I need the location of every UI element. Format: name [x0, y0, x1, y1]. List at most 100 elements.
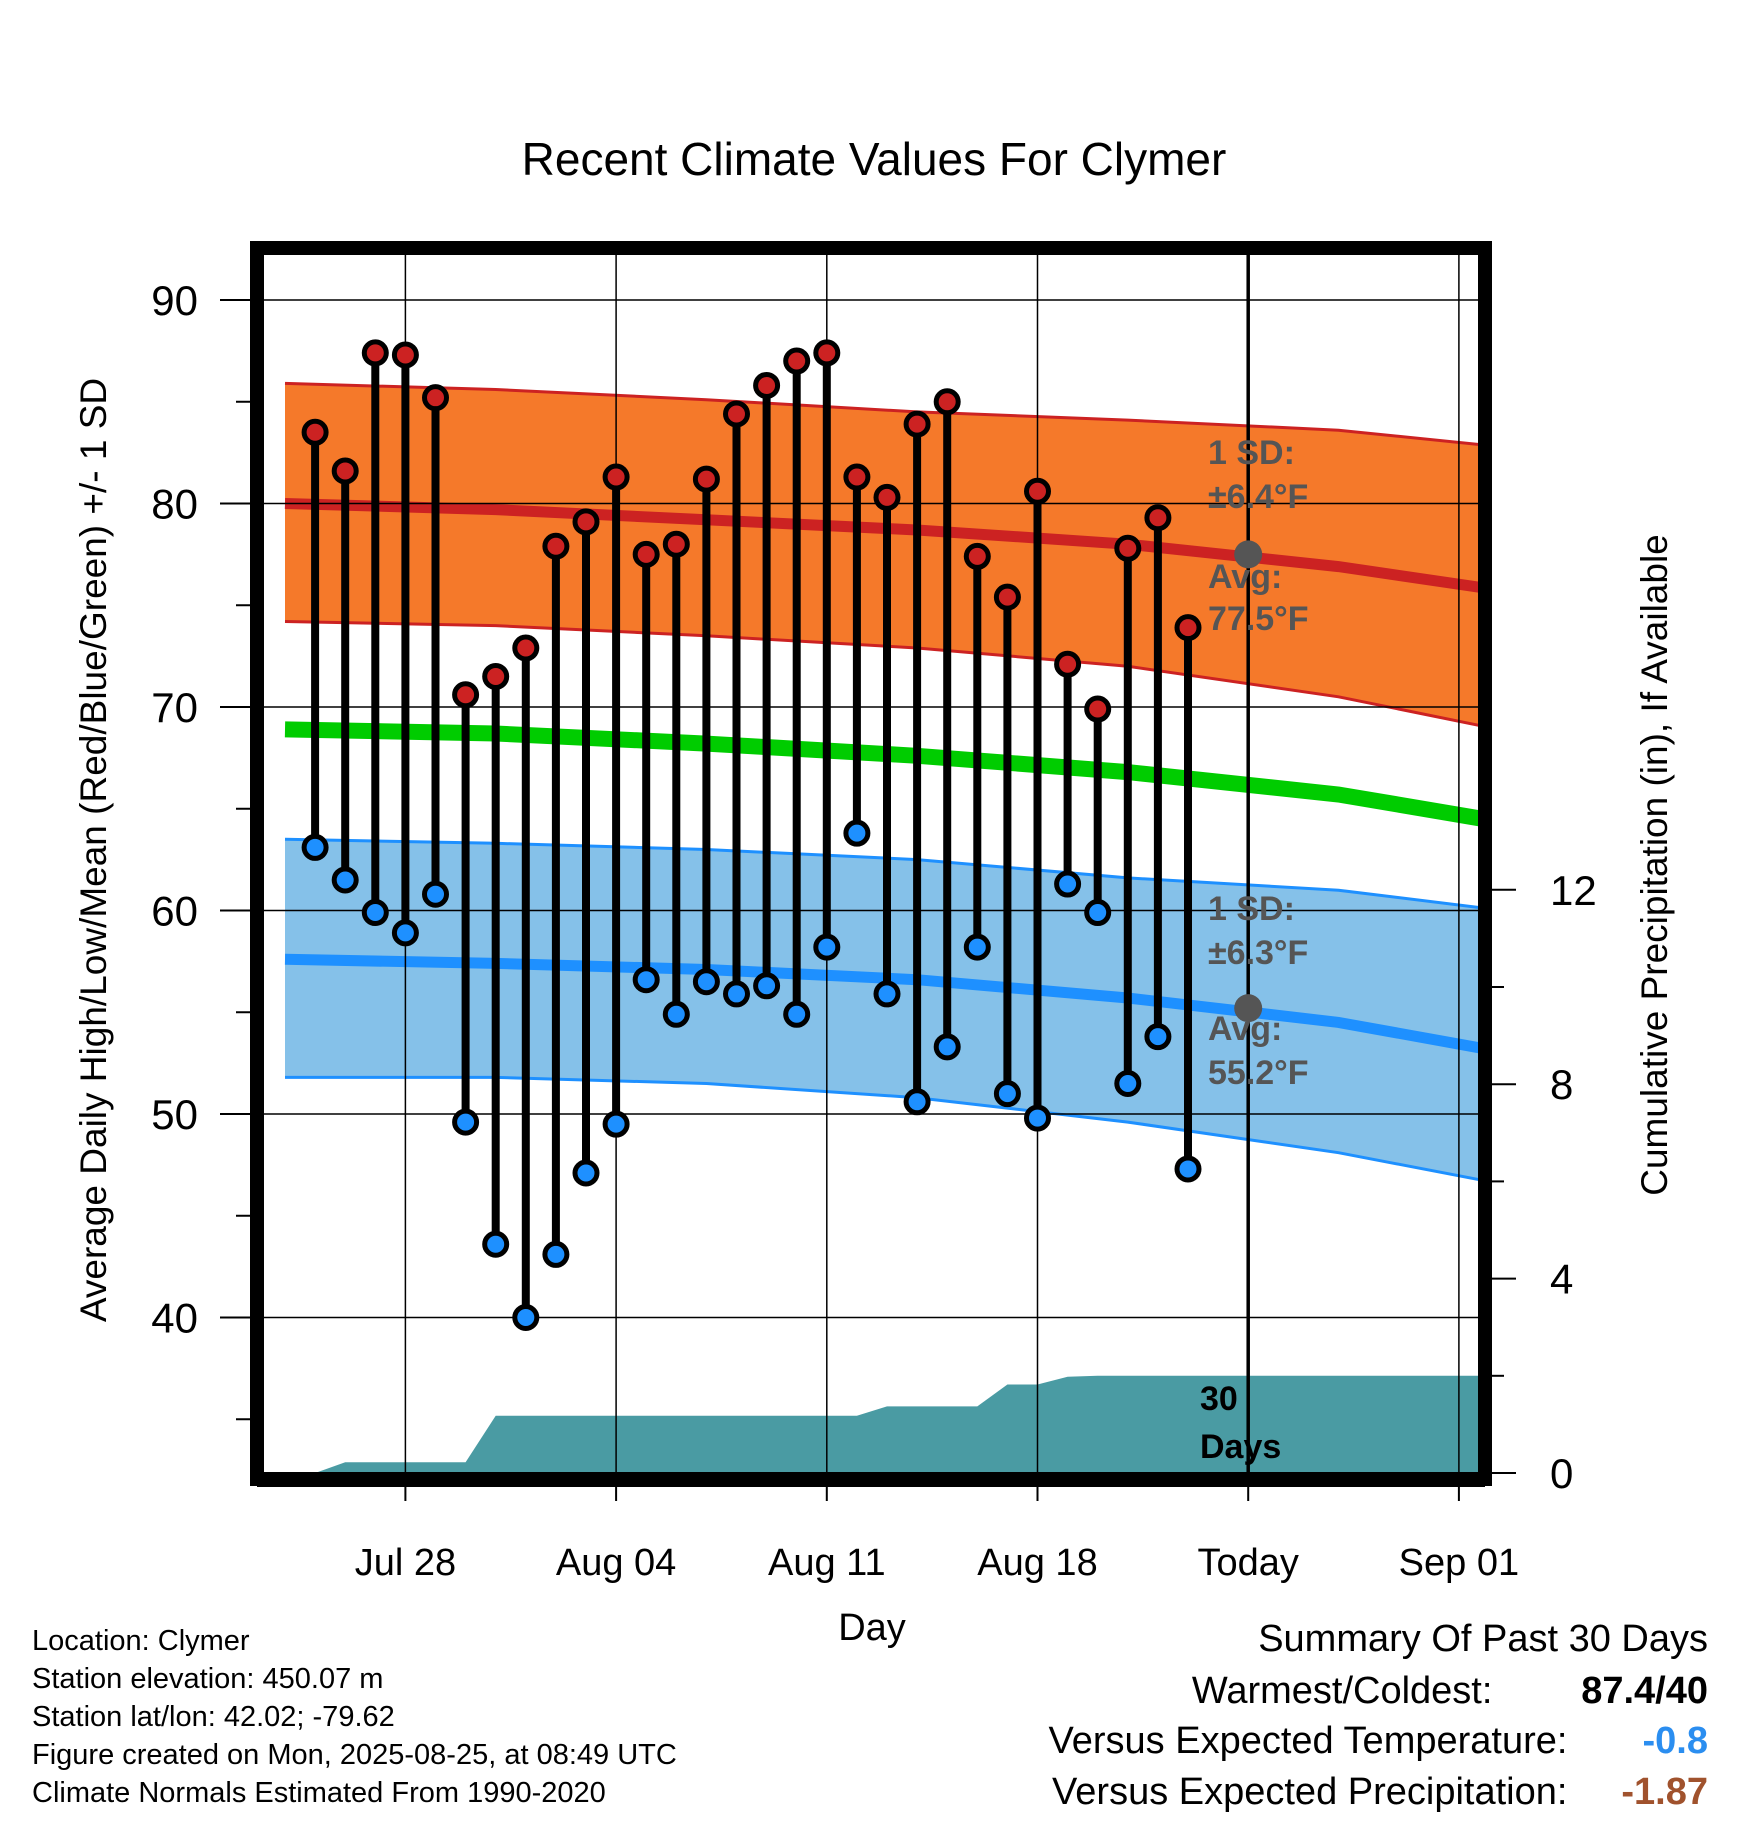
low-point — [482, 1230, 510, 1258]
days-annotation-line1: 30 — [1200, 1380, 1238, 1418]
location-text: Location: Clymer — [32, 1625, 250, 1657]
high-point — [542, 532, 570, 560]
high-point — [512, 634, 540, 662]
x-tick-label: Today — [1197, 1542, 1298, 1584]
high-point — [813, 339, 841, 367]
low-point — [331, 866, 359, 894]
high-point — [482, 662, 510, 690]
low-point — [512, 1304, 540, 1331]
high-avg-marker — [1234, 540, 1263, 569]
high-point — [422, 384, 449, 412]
low-point — [301, 833, 329, 861]
low-point — [1174, 1155, 1202, 1183]
high-point — [452, 681, 480, 709]
low-point — [1084, 899, 1112, 927]
summary-panel: Summary Of Past 30 Days Warmest/Coldest:… — [808, 1618, 1708, 1828]
low-point — [903, 1088, 931, 1116]
x-tick-label: Aug 04 — [556, 1542, 676, 1584]
low-point — [662, 1000, 690, 1028]
high-point — [1174, 614, 1202, 642]
warmest-value: 87.4/40 — [1581, 1670, 1708, 1712]
y2-tick-label: 0 — [1550, 1450, 1573, 1497]
y2-tick-label: 4 — [1550, 1256, 1573, 1303]
chart-overlay: 40 50 60 70 80 90 0 4 8 12 Jul 28 Aug 04 Aug 11 Aug 1… — [151, 241, 1597, 1584]
low-point — [993, 1080, 1021, 1108]
y-tick-label: 40 — [151, 1295, 198, 1342]
x-axis-label: Day — [838, 1607, 906, 1649]
low-point — [602, 1110, 630, 1138]
low-point — [632, 966, 660, 994]
y-tick-label: 80 — [151, 481, 198, 528]
y2-tick-label: 8 — [1550, 1061, 1573, 1108]
created-text: Figure created on Mon, 2025-08-25, at 08… — [32, 1739, 677, 1771]
high-point — [993, 583, 1021, 611]
low-point — [843, 819, 871, 847]
y-tick-label: 70 — [151, 684, 198, 731]
high-point — [1114, 534, 1142, 562]
high-point — [903, 410, 931, 438]
precip-departure-label: Versus Expected Precipitation: — [1052, 1771, 1568, 1813]
precip-departure-value: -1.87 — [1621, 1771, 1708, 1813]
y-tick-label: 90 — [151, 277, 198, 324]
high-point — [1024, 477, 1051, 505]
high-point — [753, 371, 781, 399]
high-point — [933, 388, 961, 416]
y-tick-label: 60 — [151, 888, 198, 935]
plot-frame — [250, 241, 1492, 1486]
elevation-text: Station elevation: 450.07 m — [32, 1663, 384, 1695]
chart-title: Recent Climate Values For Clymer — [522, 133, 1227, 185]
high-point — [331, 457, 359, 485]
high-point — [783, 347, 811, 375]
low-point — [783, 1000, 811, 1028]
low-point — [572, 1159, 600, 1187]
temp-departure-row: Versus Expected Temperature: -0.8 — [1049, 1720, 1708, 1763]
days-annotation-line2: Days — [1200, 1428, 1281, 1466]
high-point — [361, 339, 389, 367]
high-sd-annotation-line2: ±6.4°F — [1208, 478, 1308, 516]
low-point — [692, 968, 720, 996]
y2-axis-label: Cumulative Precipitation (in), If Availa… — [1634, 534, 1675, 1196]
x-tick-label: Aug 18 — [977, 1542, 1097, 1584]
y2-tick-label: 12 — [1550, 867, 1597, 914]
summary-title: Summary Of Past 30 Days — [1258, 1618, 1708, 1660]
low-point — [873, 980, 901, 1008]
station-info: Location: Clymer Station elevation: 450.… — [32, 1622, 677, 1812]
high-sd-band — [285, 383, 1479, 726]
temp-departure-value: -0.8 — [1642, 1720, 1708, 1762]
low-point — [1144, 1023, 1172, 1051]
warmest-label: Warmest/Coldest: — [1191, 1670, 1493, 1712]
low-point — [422, 880, 449, 908]
high-point — [301, 418, 329, 446]
high-avg-annotation-line2: 77.5°F — [1208, 600, 1309, 638]
high-point — [632, 540, 660, 568]
high-point — [723, 400, 750, 428]
high-point — [602, 463, 630, 491]
high-point — [1054, 650, 1082, 678]
high-sd-annotation-line1: 1 SD: — [1208, 434, 1295, 472]
high-point — [692, 465, 720, 493]
low-point — [813, 933, 841, 961]
low-point — [542, 1240, 570, 1268]
high-point — [1144, 504, 1172, 532]
low-sd-annotation-line1: 1 SD: — [1208, 890, 1295, 928]
normals-text: Climate Normals Estimated From 1990-2020 — [32, 1777, 606, 1809]
low-point — [723, 980, 750, 1008]
y-tick-label: 50 — [151, 1091, 198, 1138]
low-point — [1024, 1104, 1051, 1132]
low-point — [933, 1033, 961, 1061]
x-tick-label: Jul 28 — [355, 1542, 456, 1584]
high-point — [391, 341, 419, 369]
high-point — [963, 542, 991, 570]
low-point — [753, 972, 781, 1000]
low-avg-annotation-line2: 55.2°F — [1208, 1054, 1309, 1092]
low-sd-annotation-line2: ±6.3°F — [1208, 934, 1308, 972]
low-point — [361, 899, 389, 927]
high-point — [572, 508, 600, 536]
low-point — [391, 919, 419, 947]
precip-departure-row: Versus Expected Precipitation: -1.87 — [1052, 1771, 1708, 1814]
warmest-coldest-row: Warmest/Coldest: 87.4/40 — [1192, 1670, 1708, 1713]
high-point — [843, 463, 871, 491]
low-point — [452, 1108, 480, 1136]
